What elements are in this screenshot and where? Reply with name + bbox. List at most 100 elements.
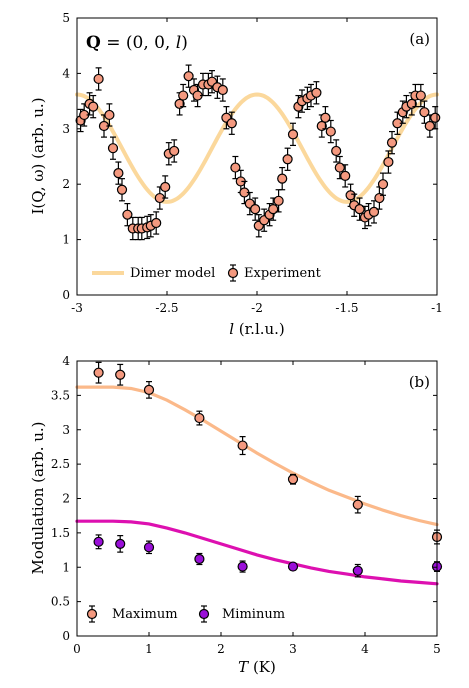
experiment-point — [424, 120, 435, 132]
legend-maximum-marker — [86, 608, 98, 620]
legend-minimum-label: Miminum — [222, 607, 285, 622]
experiment-point — [217, 84, 228, 96]
experiment-point — [268, 204, 279, 215]
dimer-model-line — [75, 92, 439, 204]
experiment-point — [345, 190, 356, 201]
experiment-point — [230, 162, 241, 173]
experiment-point — [430, 112, 441, 123]
y-tick-label: 0.5 — [51, 595, 70, 609]
panel-a-annotation: Q = (0, 0, l) — [86, 33, 188, 53]
experiment-point — [287, 129, 299, 140]
legend-minimum-marker — [198, 608, 210, 620]
experiment-point — [340, 170, 351, 181]
experiment-point — [277, 173, 288, 184]
legend-maximum-label: Maximum — [112, 607, 178, 622]
miminum-point — [93, 536, 104, 547]
experiment-point — [377, 179, 389, 190]
miminum-point — [143, 542, 155, 553]
x-tick-label: 5 — [433, 642, 441, 656]
panel-a-xlabel: l (r.l.u.) — [229, 320, 285, 338]
x-tick-label: -3 — [71, 301, 83, 315]
maximum-point — [237, 440, 248, 451]
panel-a-label: (a) — [409, 30, 430, 48]
panel-a-ticks: -3 -2.5 -2 -1.5 -1 0 1 2 3 4 5 — [62, 11, 442, 315]
experiment-point — [116, 184, 128, 195]
y-tick-label: 0 — [62, 629, 70, 643]
experiment-point — [325, 126, 336, 137]
y-tick-label: 3.5 — [51, 388, 70, 402]
x-tick-label: 3 — [289, 642, 297, 656]
panel-a-legend: Dimer model Experiment — [92, 264, 322, 282]
x-tick-label: -2 — [251, 301, 263, 315]
y-tick-label: 1 — [62, 560, 70, 574]
experiment-point — [419, 107, 430, 118]
miminum-point — [115, 538, 126, 549]
experiment-point — [113, 168, 124, 179]
panel-a-points — [75, 64, 441, 241]
minimum-fit-line — [75, 519, 439, 586]
y-tick-label: 4 — [62, 354, 70, 368]
x-tick-label: -2.5 — [155, 301, 178, 315]
panel-b: 0 1 2 3 4 5 0 0.5 1 1.5 2 2.5 3 3.5 4 (b) Maximum Mimi… — [29, 354, 443, 676]
experiment-point — [368, 206, 380, 217]
y-tick-label: 4 — [62, 66, 70, 80]
experiment-point — [169, 145, 180, 157]
legend-experiment-marker — [227, 267, 239, 279]
maximum-point — [115, 369, 126, 380]
experiment-point — [383, 156, 394, 168]
y-tick-label: 3 — [62, 122, 70, 136]
experiment-point — [151, 217, 162, 229]
experiment-point — [320, 112, 331, 123]
miminum-point — [352, 565, 363, 576]
experiment-point — [183, 71, 194, 82]
miminum-point — [287, 561, 299, 572]
y-tick-label: 2 — [62, 177, 70, 191]
panel-b-ticks: 0 1 2 3 4 5 0 0.5 1 1.5 2 2.5 3 3.5 4 — [51, 354, 441, 656]
panel-b-xlabel: T (K) — [238, 658, 276, 676]
panel-a-curves — [75, 92, 439, 204]
x-tick-label: 0 — [73, 642, 81, 656]
panel-a: -3 -2.5 -2 -1.5 -1 0 1 2 3 4 5 (a) Q = (0, 0, l) D… — [29, 11, 443, 338]
maximum-point — [287, 474, 299, 485]
panel-b-frame — [76, 360, 438, 637]
panel-a-frame — [76, 17, 438, 296]
panel-a-ylabel: I(Q, ω) (arb. u.) — [29, 97, 47, 214]
experiment-point — [282, 154, 293, 165]
experiment-point — [160, 181, 171, 193]
experiment-point — [331, 145, 342, 157]
panel-b-ylabel: Modulation (arb. u.) — [29, 421, 47, 574]
panel-b-points — [93, 361, 443, 578]
maximum-fit-line — [75, 385, 439, 527]
miminum-point — [237, 561, 248, 572]
maximum-point — [352, 499, 363, 510]
experiment-point — [88, 101, 99, 112]
y-tick-label: 5 — [62, 11, 70, 25]
experiment-point — [334, 162, 345, 173]
y-tick-label: 1 — [62, 233, 70, 247]
y-tick-label: 3 — [62, 423, 70, 437]
panel-b-label: (b) — [409, 373, 430, 391]
maximum-point — [194, 412, 205, 424]
x-tick-label: -1 — [431, 301, 443, 315]
panel-b-legend: Maximum Miminum — [86, 605, 285, 623]
experiment-point — [273, 195, 284, 206]
experiment-point — [178, 90, 189, 101]
experiment-point — [107, 143, 119, 154]
x-tick-label: 2 — [217, 642, 225, 656]
experiment-point — [93, 73, 104, 85]
maximum-point — [143, 384, 155, 395]
legend-experiment-label: Experiment — [244, 266, 322, 281]
experiment-point — [250, 204, 261, 215]
y-tick-label: 1.5 — [51, 526, 70, 540]
experiment-point — [122, 209, 133, 220]
x-tick-label: -1.5 — [335, 301, 358, 315]
experiment-point — [226, 118, 237, 129]
x-tick-label: 1 — [145, 642, 153, 656]
experiment-point — [354, 204, 365, 215]
experiment-point — [415, 90, 426, 101]
legend-dimer-label: Dimer model — [130, 266, 215, 281]
y-tick-label: 0 — [62, 288, 70, 302]
miminum-point — [194, 553, 205, 565]
experiment-point — [104, 109, 115, 121]
